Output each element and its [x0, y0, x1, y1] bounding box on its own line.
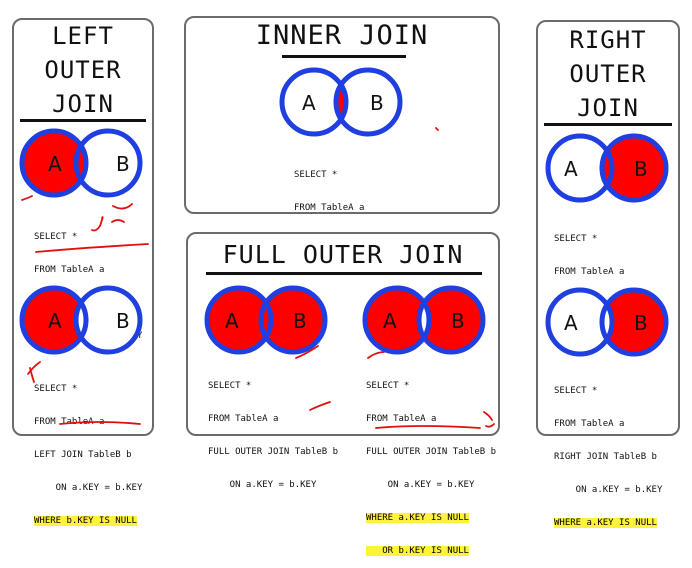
right-join-excl-venn-diagram: A B — [545, 287, 669, 357]
sql-where-line: WHERE a.KEY IS NULL — [554, 518, 662, 529]
right-join-venn-diagram: A B — [545, 133, 669, 203]
left-join-excl-venn-diagram: A B — [19, 285, 143, 355]
venn-label-a: A — [225, 309, 239, 333]
sql-line: SELECT * — [366, 381, 410, 391]
venn-label-a: A — [302, 91, 316, 115]
sql-line: FROM TableA a — [34, 417, 105, 427]
sql-where-line: WHERE a.KEY IS NULL — [366, 513, 496, 524]
left-outer-title-line-1: LEFT — [52, 22, 114, 50]
sql-line: FULL OUTER JOIN TableB b — [366, 447, 497, 457]
full-join-excl-sql: SELECT * FROM TableA a FULL OUTER JOIN T… — [366, 359, 496, 568]
sql-highlight: OR b.KEY IS NULL — [366, 546, 469, 556]
full-join-sql: SELECT * FROM TableA a FULL OUTER JOIN T… — [208, 359, 338, 502]
sql-line: FROM TableA a — [294, 203, 365, 213]
sql-line: ON a.KEY = b.KEY — [366, 480, 475, 490]
sql-line: FROM TableA a — [34, 265, 105, 275]
sql-line: FROM TableA a — [554, 419, 625, 429]
venn-label-b: B — [116, 309, 130, 333]
right-outer-join-panel — [536, 20, 680, 436]
venn-right-circle — [76, 131, 140, 195]
sql-or-line: OR b.KEY IS NULL — [366, 546, 496, 557]
venn-label-b: B — [451, 309, 465, 333]
venn-label-b: B — [293, 309, 307, 333]
sql-highlight: WHERE a.KEY IS NULL — [366, 513, 469, 523]
venn-label-a: A — [48, 152, 62, 176]
sql-line: SELECT * — [208, 381, 252, 391]
inner-join-venn-diagram: A B — [279, 67, 403, 137]
venn-label-b: B — [370, 91, 384, 115]
venn-label-a: A — [564, 311, 578, 335]
sql-line: ON a.KEY = b.KEY — [208, 480, 317, 490]
sql-line: LEFT JOIN TableB b — [34, 450, 132, 460]
venn-label-b: B — [116, 152, 130, 176]
sql-line: SELECT * — [34, 232, 78, 242]
left-outer-title-line-3: JOIN — [52, 90, 114, 118]
full-outer-join-title: FULL OUTER JOIN — [222, 240, 464, 269]
sql-line: RIGHT JOIN TableB b — [554, 452, 657, 462]
sql-line: FROM TableA a — [208, 414, 279, 424]
venn-left-circle — [22, 131, 86, 195]
venn-label-a: A — [564, 157, 578, 181]
right-join-excl-sql: SELECT * FROM TableA a RIGHT JOIN TableB… — [554, 364, 662, 540]
venn-label-a: A — [48, 309, 62, 333]
right-outer-title-underline — [544, 123, 672, 126]
sql-where-line: WHERE b.KEY IS NULL — [34, 516, 142, 527]
venn-label-b: B — [634, 157, 648, 181]
sql-line: SELECT * — [34, 384, 78, 394]
left-join-excl-sql: SELECT * FROM TableA a LEFT JOIN TableB … — [34, 362, 142, 538]
right-outer-title-line-1: RIGHT — [569, 26, 647, 54]
left-outer-title-underline — [20, 119, 146, 122]
right-outer-title-line-3: JOIN — [577, 94, 639, 122]
inner-join-title: INNER JOIN — [255, 20, 429, 51]
sql-line: FULL OUTER JOIN TableB b — [208, 447, 339, 457]
full-join-excl-venn-diagram: A B — [362, 285, 486, 355]
full-outer-title-underline — [206, 272, 482, 275]
sql-line: SELECT * — [554, 386, 598, 396]
sql-highlight: WHERE a.KEY IS NULL — [554, 518, 657, 528]
left-join-venn-diagram: A B — [19, 128, 143, 198]
sql-line: ON a.KEY = b.KEY — [554, 485, 663, 495]
inner-title-underline — [282, 55, 406, 58]
full-join-venn-diagram: A B — [204, 285, 328, 355]
sql-line: ON a.KEY = b.KEY — [34, 483, 143, 493]
left-outer-title-line-2: OUTER — [44, 56, 122, 84]
right-outer-title-line-2: OUTER — [569, 60, 647, 88]
sql-line: SELECT * — [554, 234, 598, 244]
sql-highlight: WHERE b.KEY IS NULL — [34, 516, 137, 526]
sql-line: FROM TableA a — [366, 414, 437, 424]
venn-label-b: B — [634, 311, 648, 335]
sql-line: FROM TableA a — [554, 267, 625, 277]
venn-label-a: A — [383, 309, 397, 333]
sql-line: SELECT * — [294, 170, 338, 180]
